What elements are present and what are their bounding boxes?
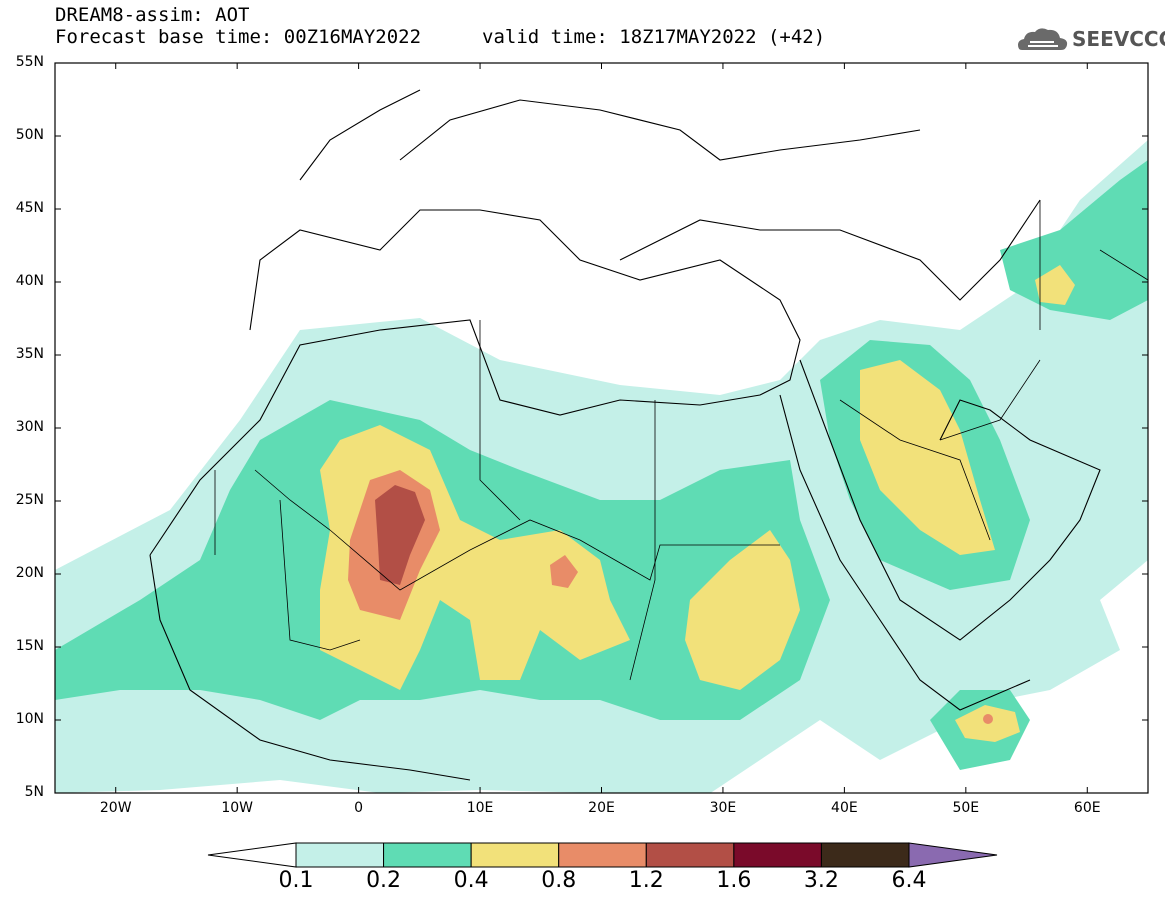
country-borders: [214, 200, 1148, 681]
colorbar-label: 0.1: [278, 868, 314, 893]
colorbar-label: 0.2: [366, 868, 402, 893]
colorbar-box: [470, 842, 560, 868]
lon-label: 0: [354, 800, 364, 816]
lat-label: 45N: [15, 200, 44, 216]
lat-label: 20N: [15, 565, 44, 581]
lon-label: 20E: [588, 800, 615, 816]
aot-contours: [55, 140, 1148, 793]
aot-level-0.4-sudan: [685, 530, 800, 690]
colorbar-box: [820, 842, 910, 868]
lon-label: 40E: [831, 800, 858, 816]
colorbar-low-arrow: [207, 842, 297, 868]
lat-label: 30N: [15, 419, 44, 435]
lat-label: 35N: [15, 346, 44, 362]
colorbar-label: 0.4: [453, 868, 489, 893]
colorbar-box: [383, 842, 472, 868]
lat-label: 40N: [15, 273, 44, 289]
colorbar-box: [295, 842, 385, 868]
logo-text: SEEVCCC: [1072, 27, 1165, 51]
lon-label: 30E: [709, 800, 737, 816]
cloud-icon: [1018, 28, 1068, 50]
aot-level-1.2: [375, 485, 425, 585]
lat-label: 10N: [15, 711, 44, 727]
colorbar-high-arrow: [908, 842, 998, 868]
lon-label: 60E: [1073, 800, 1101, 816]
lat-label: 5N: [24, 784, 44, 800]
colorbar-label: 3.2: [803, 868, 839, 893]
lon-label: 20W: [99, 800, 132, 816]
lon-label: 10E: [466, 800, 494, 816]
lon-label: 50E: [952, 800, 980, 816]
lat-label: 50N: [15, 127, 44, 143]
colorbar-label: 6.4: [891, 868, 927, 893]
base-time: Forecast base time: 00Z16MAY2022: [55, 26, 422, 48]
aot-level-0.8-niger: [550, 555, 578, 588]
colorbar-label: 0.8: [541, 868, 577, 893]
aot-level-0.4-arabia: [860, 360, 995, 555]
lat-label: 55N: [15, 54, 44, 70]
aot-level-0.4-caspian: [1035, 265, 1075, 305]
lat-label: 15N: [15, 638, 44, 654]
lat-label: 25N: [15, 492, 44, 508]
coastlines: [149, 89, 1101, 781]
lon-label: 10W: [221, 800, 253, 816]
colorbar-box: [558, 842, 647, 868]
colorbar-box: [733, 842, 822, 868]
colorbar-label: 1.2: [628, 868, 664, 893]
valid-time: valid time: 18Z17MAY2022 (+42): [482, 26, 826, 48]
axis-ticks: [55, 62, 1148, 794]
colorbar-box: [645, 842, 735, 868]
aot-level-1.2-somalia: [983, 714, 993, 724]
colorbar-label: 1.6: [716, 868, 752, 893]
title-line1: DREAM8-assim: AOT: [55, 4, 250, 26]
